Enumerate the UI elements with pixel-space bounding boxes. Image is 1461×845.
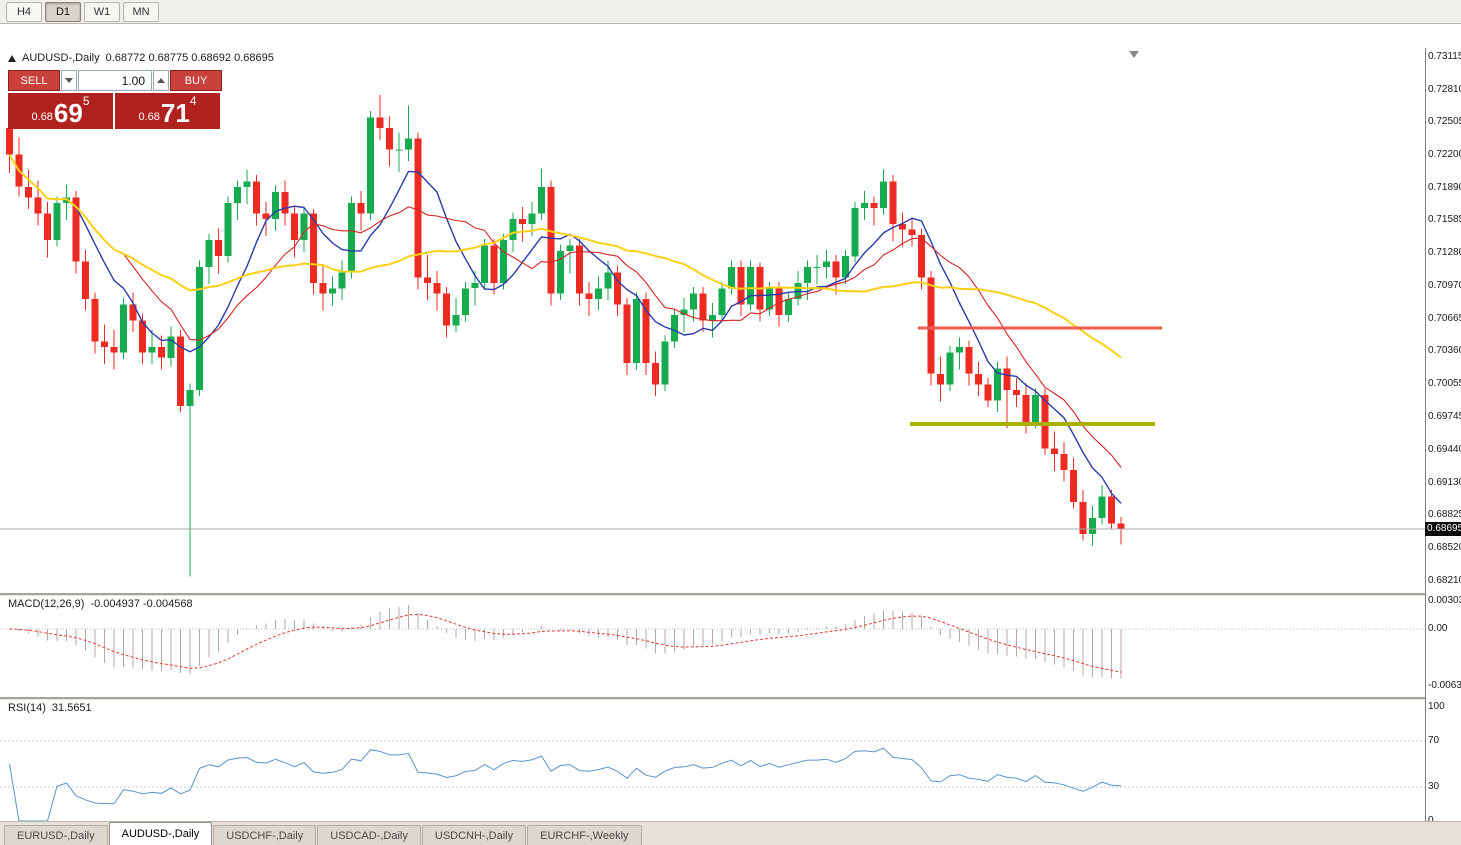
sell-button[interactable]: SELL [8, 70, 60, 91]
price-axis-label: 0.68520 [1428, 542, 1461, 553]
chart-tab-usdchf-daily[interactable]: USDCHF-,Daily [213, 825, 317, 845]
rsi-label: RSI(14) 31.5651 [8, 702, 92, 714]
rsi-axis-label: 70 [1428, 735, 1440, 746]
volume-increase-button[interactable] [153, 70, 169, 91]
price-axis-label: 0.69130 [1428, 477, 1461, 488]
timeframe-button-mn[interactable]: MN [123, 1, 159, 22]
price-axis-label: 0.71280 [1428, 247, 1461, 258]
chart-tab-audusd-daily[interactable]: AUDUSD-,Daily [108, 822, 213, 845]
chart-tab-eurusd-daily[interactable]: EURUSD-,Daily [4, 825, 108, 845]
price-axis-label: 0.71585 [1428, 214, 1461, 225]
caret-down-icon [65, 78, 73, 83]
caret-up-icon [157, 78, 165, 83]
price-axis-label: 0.69745 [1428, 411, 1461, 422]
buy-price-prefix: 0.68 [138, 111, 160, 123]
macd-axis-label: 0.003035 [1428, 595, 1461, 606]
price-axis-label: 0.70055 [1428, 378, 1461, 389]
main-chart-plot[interactable] [0, 48, 1425, 593]
one-click-panel-toggle-icon[interactable] [8, 54, 16, 62]
price-axis-label: 0.71890 [1428, 182, 1461, 193]
macd-name: MACD(12,26,9) [8, 598, 85, 610]
buy-price-big-digits: 71 [160, 98, 190, 128]
current-price-tag: 0.68695 [1425, 522, 1461, 536]
sell-price-display[interactable]: 0.68 69 5 [8, 93, 113, 129]
price-axis-label: 0.68210 [1428, 575, 1461, 586]
chart-window[interactable]: AUDUSD-,Daily 0.68772 0.68775 0.68692 0.… [0, 24, 1461, 845]
trade-panel-price-row: 0.68 69 5 0.68 71 4 [8, 93, 222, 129]
sell-price-big-digits: 69 [53, 98, 83, 128]
ohlc-values: 0.68772 0.68775 0.68692 0.68695 [105, 52, 274, 64]
chart-shift-marker-icon[interactable] [1129, 51, 1139, 58]
macd-indicator-plot[interactable] [0, 595, 1425, 697]
macd-values: -0.004937 -0.004568 [90, 598, 193, 610]
trade-panel-top-row: SELL BUY [8, 70, 222, 91]
volume-input[interactable] [78, 70, 152, 91]
rsi-axis-label: 0 [1428, 815, 1434, 827]
price-axis-label: 0.73115 [1428, 51, 1461, 62]
macd-label: MACD(12,26,9) -0.004937 -0.004568 [8, 598, 193, 610]
macd-signal-line [9, 613, 1122, 673]
price-axis-label: 0.70665 [1428, 313, 1461, 324]
sell-price-prefix: 0.68 [31, 111, 53, 123]
candlesticks [6, 94, 1125, 577]
chart-tab-bar: EURUSD-,Daily AUDUSD-,Daily USDCHF-,Daily U… [0, 821, 1461, 845]
chart-title: AUDUSD-,Daily 0.68772 0.68775 0.68692 0.… [8, 52, 274, 64]
price-axis: 0.73115 0.72810 0.72505 0.72200 0.71890 0.715… [1425, 24, 1461, 845]
rsi-line [9, 747, 1122, 822]
volume-decrease-button[interactable] [61, 70, 77, 91]
price-axis-label: 0.70970 [1428, 280, 1461, 291]
price-axis-label: 0.72200 [1428, 149, 1461, 160]
buy-price-display[interactable]: 0.68 71 4 [115, 93, 220, 129]
pane-splitter-rsi[interactable] [0, 697, 1461, 700]
rsi-axis-label: 30 [1428, 781, 1440, 792]
rsi-value: 31.5651 [51, 702, 92, 714]
timeframe-button-h4[interactable]: H4 [6, 1, 42, 22]
sell-price-pipette: 5 [82, 94, 90, 108]
ma-13-line [9, 154, 1122, 468]
price-axis-label: 0.68825 [1428, 509, 1461, 520]
one-click-trading-panel: SELL BUY 0.68 69 5 0.68 71 4 [8, 70, 222, 129]
price-axis-label: 0.72810 [1428, 84, 1461, 95]
rsi-indicator-plot[interactable] [0, 699, 1425, 823]
ma-8-line [8, 154, 1122, 504]
macd-axis-label: 0.00 [1428, 623, 1448, 634]
rsi-name: RSI(14) [8, 702, 46, 714]
price-axis-label: 0.70360 [1428, 345, 1461, 356]
timeframe-button-d1[interactable]: D1 [45, 1, 81, 22]
chart-tab-usdcad-daily[interactable]: USDCAD-,Daily [317, 825, 421, 845]
timeframe-toolbar: H4 D1 W1 MN [0, 0, 1461, 24]
buy-button[interactable]: BUY [170, 70, 222, 91]
rsi-axis-label: 100 [1428, 701, 1445, 712]
timeframe-button-w1[interactable]: W1 [84, 1, 120, 22]
macd-histogram [18, 604, 1122, 679]
price-axis-border [1425, 48, 1426, 823]
symbol-period-label: AUDUSD-,Daily [22, 52, 100, 64]
chart-tab-usdcnh-daily[interactable]: USDCNH-,Daily [421, 825, 527, 845]
ma-34-line [8, 154, 1122, 359]
pane-splitter-macd[interactable] [0, 593, 1461, 596]
price-axis-label: 0.69440 [1428, 444, 1461, 455]
price-axis-label: 0.72505 [1428, 116, 1461, 127]
chart-tab-eurchf-weekly[interactable]: EURCHF-,Weekly [527, 825, 642, 845]
buy-price-pipette: 4 [189, 94, 197, 108]
